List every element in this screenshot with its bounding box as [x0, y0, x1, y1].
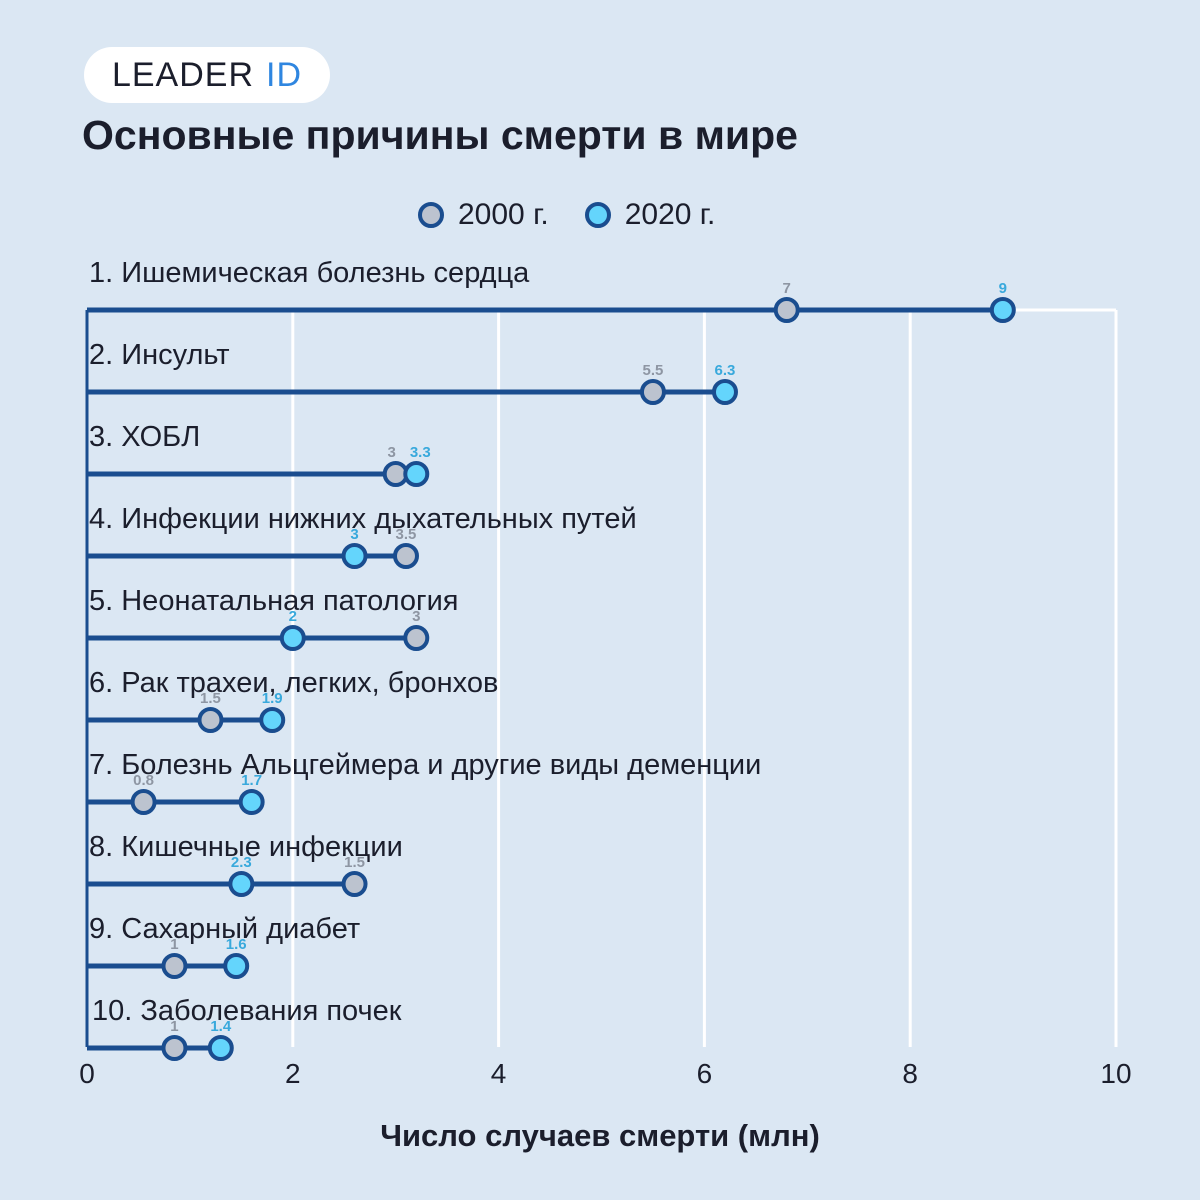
legend-item-2000: 2000 г. — [418, 198, 549, 232]
data-point-2020 — [341, 543, 368, 569]
category-label: 2. Инсульт — [89, 339, 230, 371]
category-label: 10. Заболевания почек — [92, 995, 402, 1027]
data-label-2000: 3 — [388, 444, 396, 461]
data-point-2000 — [161, 953, 188, 979]
data-label-2020: 1.7 — [241, 772, 262, 789]
data-label-2020: 3 — [350, 526, 358, 543]
data-label-2000: 5.5 — [643, 362, 664, 379]
legend-marker-2000-icon — [418, 202, 444, 228]
data-label-2020: 3.3 — [410, 444, 431, 461]
category-label: 4. Инфекции нижних дыхательных путей — [89, 503, 637, 535]
data-point-2020 — [279, 625, 306, 651]
data-label-2000: 1.5 — [344, 854, 365, 871]
data-point-2020 — [403, 461, 430, 487]
category-label: 7. Болезнь Альцгеймера и другие виды дем… — [89, 749, 761, 781]
chart-legend: 2000 г. 2020 г. — [418, 195, 715, 235]
category-label: 1. Ишемическая болезнь сердца — [89, 257, 530, 289]
data-point-2000 — [197, 707, 224, 733]
data-point-2020 — [259, 707, 286, 733]
data-point-2000 — [341, 871, 368, 897]
page-title: Основные причины смерти в мире — [82, 112, 798, 158]
data-point-2000 — [392, 543, 419, 569]
category-label: 8. Кишечные инфекции — [89, 831, 403, 863]
legend-item-2020: 2020 г. — [584, 198, 716, 232]
x-tick-label: 8 — [902, 1058, 918, 1089]
x-tick-label: 4 — [491, 1058, 507, 1089]
data-point-2000 — [773, 297, 800, 323]
x-axis-label: Число случаев смерти (млн) — [380, 1118, 820, 1153]
data-point-2000 — [639, 379, 666, 405]
leader-id-logo: LEADER ID — [84, 47, 330, 103]
data-label-2000: 7 — [783, 280, 791, 297]
data-label-2020: 2 — [289, 608, 297, 625]
data-label-2000: 1.5 — [200, 690, 221, 707]
data-label-2000: 0.8 — [133, 772, 154, 789]
data-point-2000 — [130, 789, 157, 815]
data-point-2020 — [238, 789, 265, 815]
legend-label-2020: 2020 г. — [624, 198, 716, 231]
data-point-2000 — [161, 1035, 188, 1061]
category-label: 5. Неонатальная патология — [89, 585, 458, 617]
data-point-2000 — [403, 625, 430, 651]
data-label-2000: 1 — [170, 1018, 178, 1035]
x-tick-label: 10 — [1100, 1058, 1131, 1089]
data-label-2020: 9 — [999, 280, 1007, 297]
category-label: 6. Рак трахеи, легких, бронхов — [89, 667, 498, 699]
legend-label-2000: 2000 г. — [458, 198, 549, 231]
x-tick-label: 6 — [697, 1058, 713, 1089]
category-label: 9. Сахарный диабет — [89, 913, 360, 945]
logo-text: LEADER — [111, 55, 255, 94]
data-label-2020: 1.6 — [226, 936, 247, 953]
legend-marker-2020-icon — [584, 202, 611, 228]
data-point-2020 — [711, 379, 738, 405]
data-label-2020: 1.9 — [262, 690, 283, 707]
data-label-2000: 1 — [170, 936, 178, 953]
data-label-2000: 3 — [412, 608, 420, 625]
x-tick-label: 2 — [285, 1058, 301, 1089]
x-tick-label: 0 — [79, 1058, 95, 1089]
data-point-2020 — [223, 953, 250, 979]
data-label-2000: 3.5 — [396, 526, 417, 543]
data-point-2020 — [228, 871, 255, 897]
data-point-2020 — [207, 1035, 234, 1061]
data-point-2020 — [989, 297, 1016, 323]
data-label-2020: 6.3 — [715, 362, 736, 379]
category-label: 3. ХОБЛ — [89, 421, 200, 453]
logo-accent-text: ID — [266, 55, 303, 94]
data-label-2020: 2.3 — [231, 854, 252, 871]
data-label-2020: 1.4 — [210, 1018, 232, 1035]
